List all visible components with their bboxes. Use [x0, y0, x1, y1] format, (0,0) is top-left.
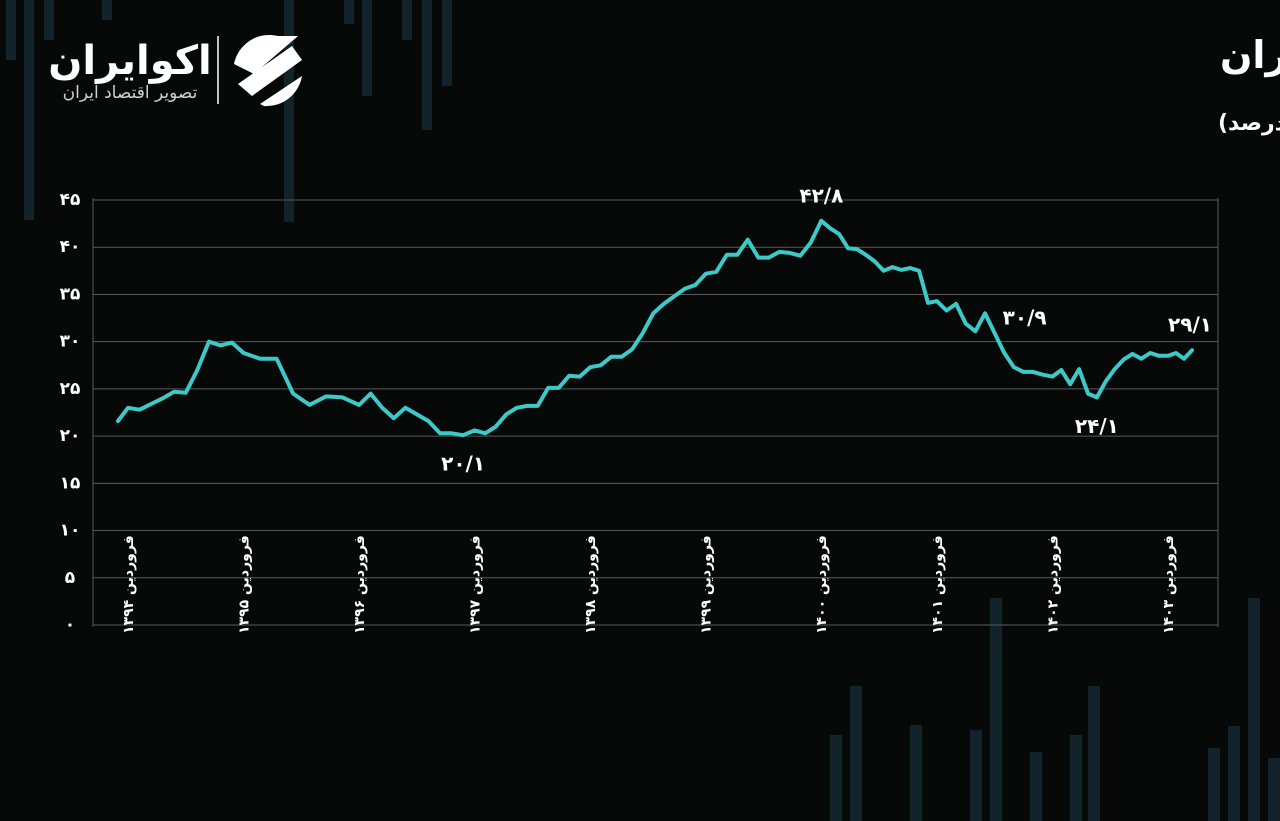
logo-mark	[234, 34, 302, 107]
y-tick-label: ۴۵	[60, 190, 81, 210]
value-label: ۲۴/۱	[1075, 414, 1119, 438]
y-tick-label: ۱۵	[60, 473, 81, 493]
x-tick-label: فروردین ۱۳۹۴	[121, 535, 137, 634]
data-line	[116, 218, 1194, 438]
y-tick-label: ۱۰	[60, 521, 81, 541]
logo-name: اکوایران	[48, 38, 212, 84]
value-label: ۳۰/۹	[1003, 306, 1047, 330]
x-tick-label: فروردین ۱۴۰۲	[1045, 535, 1061, 634]
y-tick-label: ۴۰	[60, 237, 81, 257]
x-tick-label: فروردین ۱۴۰۱	[930, 535, 946, 634]
y-tick-label: ۰	[65, 615, 75, 635]
x-tick-label: فروردین ۱۳۹۹	[699, 535, 715, 634]
y-tick-label: ۵	[65, 568, 75, 588]
chart-title: نرخ رشد نقدینگی در اقتصاد ایران	[1220, 33, 1280, 77]
value-label: ۴۲/۸	[799, 183, 843, 207]
logo-tagline: تصویر اقتصاد ایران	[63, 83, 198, 103]
y-tick-label: ۳۰	[60, 332, 81, 352]
x-tick-label: فروردین ۱۴۰۰	[814, 535, 830, 634]
x-tick-label: فروردین ۱۳۹۷	[468, 535, 484, 634]
x-tick-label: فروردین ۱۳۹۵	[236, 535, 252, 634]
y-tick-label: ۳۵	[60, 284, 81, 304]
background-decoration	[6, 0, 1280, 821]
x-tick-label: فروردین ۱۴۰۳	[1161, 535, 1177, 634]
x-tick-label: فروردین ۱۳۹۸	[583, 535, 599, 634]
chart-subtitle: (واحد: درصد)	[1218, 111, 1280, 136]
y-tick-label: ۲۰	[60, 426, 81, 446]
value-label: ۲۹/۱	[1168, 313, 1212, 337]
logo: اکوایران تصویر اقتصاد ایران	[48, 34, 302, 107]
value-label: ۲۰/۱	[441, 452, 485, 476]
x-tick-label: فروردین ۱۳۹۶	[352, 535, 368, 634]
y-tick-label: ۲۵	[60, 379, 81, 399]
